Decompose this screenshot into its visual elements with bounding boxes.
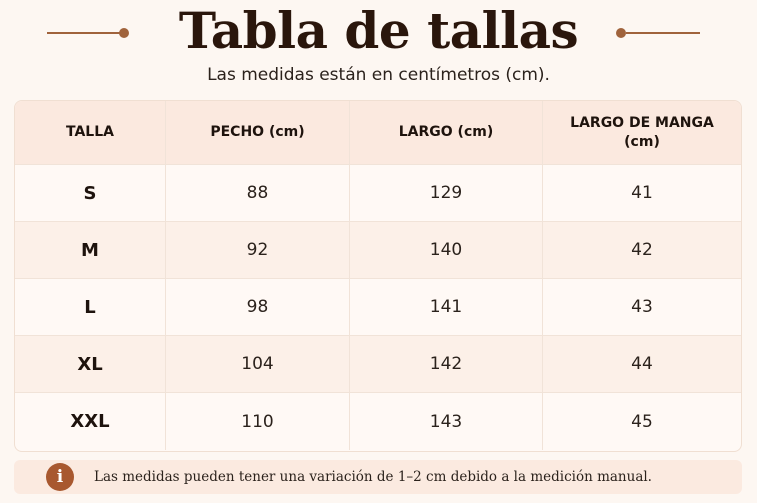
page-header: Tabla de tallas Las medidas están en cen… bbox=[0, 0, 757, 100]
header-chest: PECHO (cm) bbox=[166, 101, 350, 164]
decorative-line-left bbox=[47, 32, 121, 34]
decorative-dot-right bbox=[616, 28, 626, 38]
header-length: LARGO (cm) bbox=[350, 101, 543, 164]
chest-cell: 110 bbox=[166, 393, 350, 450]
decorative-dot-left bbox=[119, 28, 129, 38]
length-cell: 129 bbox=[350, 165, 543, 221]
table-row: XXL 110 143 45 bbox=[15, 393, 741, 450]
table-row: L 98 141 43 bbox=[15, 279, 741, 336]
size-cell: L bbox=[15, 279, 166, 335]
page-title: Tabla de tallas bbox=[178, 1, 579, 60]
chest-cell: 98 bbox=[166, 279, 350, 335]
decorative-line-right bbox=[626, 32, 700, 34]
chest-cell: 88 bbox=[166, 165, 350, 221]
chest-cell: 92 bbox=[166, 222, 350, 278]
chest-cell: 104 bbox=[166, 336, 350, 392]
size-cell: S bbox=[15, 165, 166, 221]
sleeve-cell: 45 bbox=[631, 411, 653, 432]
length-cell: 141 bbox=[350, 279, 543, 335]
length-cell: 140 bbox=[350, 222, 543, 278]
size-table: TALLA PECHO (cm) LARGO (cm) LARGO DE MAN… bbox=[14, 100, 742, 452]
size-cell: M bbox=[15, 222, 166, 278]
info-icon: i bbox=[46, 463, 74, 491]
sleeve-cell: 41 bbox=[631, 183, 653, 203]
length-cell: 143 bbox=[350, 393, 543, 450]
header-size: TALLA bbox=[15, 101, 166, 164]
measurement-note: i Las medidas pueden tener una variación… bbox=[14, 460, 742, 494]
note-text: Las medidas pueden tener una variación d… bbox=[94, 469, 652, 485]
table-row: XL 104 142 44 bbox=[15, 336, 741, 393]
sleeve-cell: 43 bbox=[631, 297, 653, 317]
sleeve-cell: 42 bbox=[631, 240, 653, 260]
table-header-row: TALLA PECHO (cm) LARGO (cm) LARGO DE MAN… bbox=[15, 101, 741, 165]
table-row: M 92 140 42 bbox=[15, 222, 741, 279]
header-sleeve-length: LARGO DE MANGA (cm) bbox=[570, 114, 714, 150]
sleeve-cell: 44 bbox=[631, 354, 653, 374]
length-cell: 142 bbox=[350, 336, 543, 392]
size-cell: XL bbox=[15, 336, 166, 392]
size-cell: XXL bbox=[15, 393, 166, 450]
page-subtitle: Las medidas están en centímetros (cm). bbox=[207, 65, 550, 85]
table-row: S 88 129 41 bbox=[15, 165, 741, 222]
